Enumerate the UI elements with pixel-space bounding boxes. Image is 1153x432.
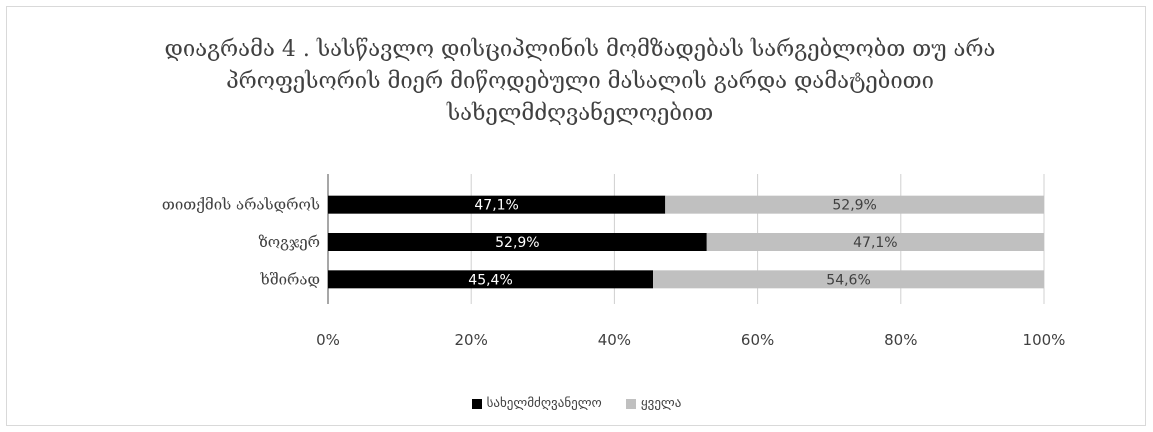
x-tick-label: 0% [316,331,340,349]
chart-frame [6,6,1146,426]
data-label: 45,4% [468,272,512,288]
data-label: 47,1% [474,198,518,214]
category-label: ხშირად [260,270,320,288]
data-label: 47,1% [853,235,897,251]
bar-segment-series-1 [653,270,1044,289]
chart-title: დიაგრამა 4 . სასწავლო დისციპლინის მომზად… [164,37,996,126]
x-tick-label: 60% [741,331,774,349]
data-label: 52,9% [495,235,539,251]
bar-segment-series-0 [328,270,654,289]
legend-item-series-1: ყველა [625,396,682,411]
legend-swatch-series-1 [625,398,636,409]
x-tick-label: 100% [1023,331,1066,349]
bar-segment-series-1 [665,195,1044,214]
bar-segment-series-0 [328,195,666,214]
legend-label-series-0: სახელმძღვანელო [486,396,602,411]
category-label: თითქმის არასდროს [162,196,320,214]
legend-swatch-series-0 [471,398,482,409]
legend-item-series-0: სახელმძღვანელო [471,396,602,411]
category-label: ზოგჯერ [258,233,320,251]
bar-segment-series-0 [328,233,707,251]
legend-label-series-1: ყველა [640,396,682,411]
x-tick-label: 20% [455,331,488,349]
legend: სახელმძღვანელო ყველა [0,396,1153,413]
bar-segment-series-1 [706,233,1044,251]
x-tick-label: 40% [598,331,631,349]
x-tick-label: 80% [884,331,917,349]
data-label: 52,9% [832,198,876,214]
data-label: 54,6% [826,272,870,288]
